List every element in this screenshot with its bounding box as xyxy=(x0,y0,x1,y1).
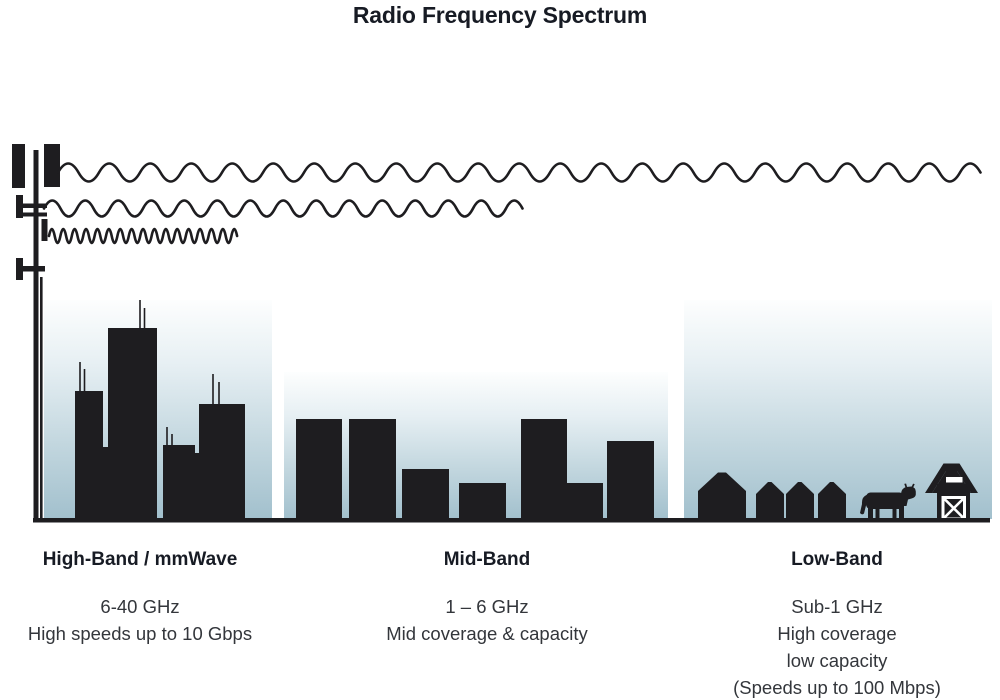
cell-tower-icon xyxy=(12,144,60,522)
page-title: Radio Frequency Spectrum xyxy=(352,2,648,28)
house-icon xyxy=(698,472,746,520)
barn-icon xyxy=(925,463,978,521)
mid-band-wave-icon xyxy=(42,199,524,218)
building-antennas xyxy=(79,300,220,446)
low-band-coverage: High coverage xyxy=(777,623,897,644)
mid-band-coverage: Mid coverage & capacity xyxy=(386,623,588,644)
high-band-frequency: 6-40 GHz xyxy=(100,596,180,617)
high-band-wave-icon xyxy=(47,227,239,245)
house-icon xyxy=(786,482,814,520)
low-band-title: Low-Band xyxy=(791,549,883,570)
ground-line xyxy=(33,518,990,523)
mid-band-title: Mid-Band xyxy=(443,549,531,570)
town-skyline-icon xyxy=(296,419,654,520)
city-skyline-icon xyxy=(75,300,245,520)
low-band-capacity: low capacity xyxy=(786,650,888,671)
mid-band-caption: Mid-Band 1 – 6 GHz Mid coverage & capaci… xyxy=(362,549,612,647)
high-band-speed: High speeds up to 10 Gbps xyxy=(27,623,253,644)
radio-waves xyxy=(42,162,982,245)
low-band-frequency: Sub-1 GHz xyxy=(791,596,883,617)
low-band-wave-icon xyxy=(56,162,982,183)
low-band-caption: Low-Band Sub-1 GHz High coverage low cap… xyxy=(712,549,962,700)
rural-scene xyxy=(698,463,978,521)
cow-icon xyxy=(860,483,916,519)
low-band-speed: (Speeds up to 100 Mbps) xyxy=(733,677,941,698)
house-icon xyxy=(818,482,846,520)
high-band-title: High-Band / mmWave xyxy=(42,549,238,570)
house-icon xyxy=(756,482,784,520)
mid-band-frequency: 1 – 6 GHz xyxy=(445,596,529,617)
high-band-caption: High-Band / mmWave 6-40 GHz High speeds … xyxy=(15,549,265,647)
